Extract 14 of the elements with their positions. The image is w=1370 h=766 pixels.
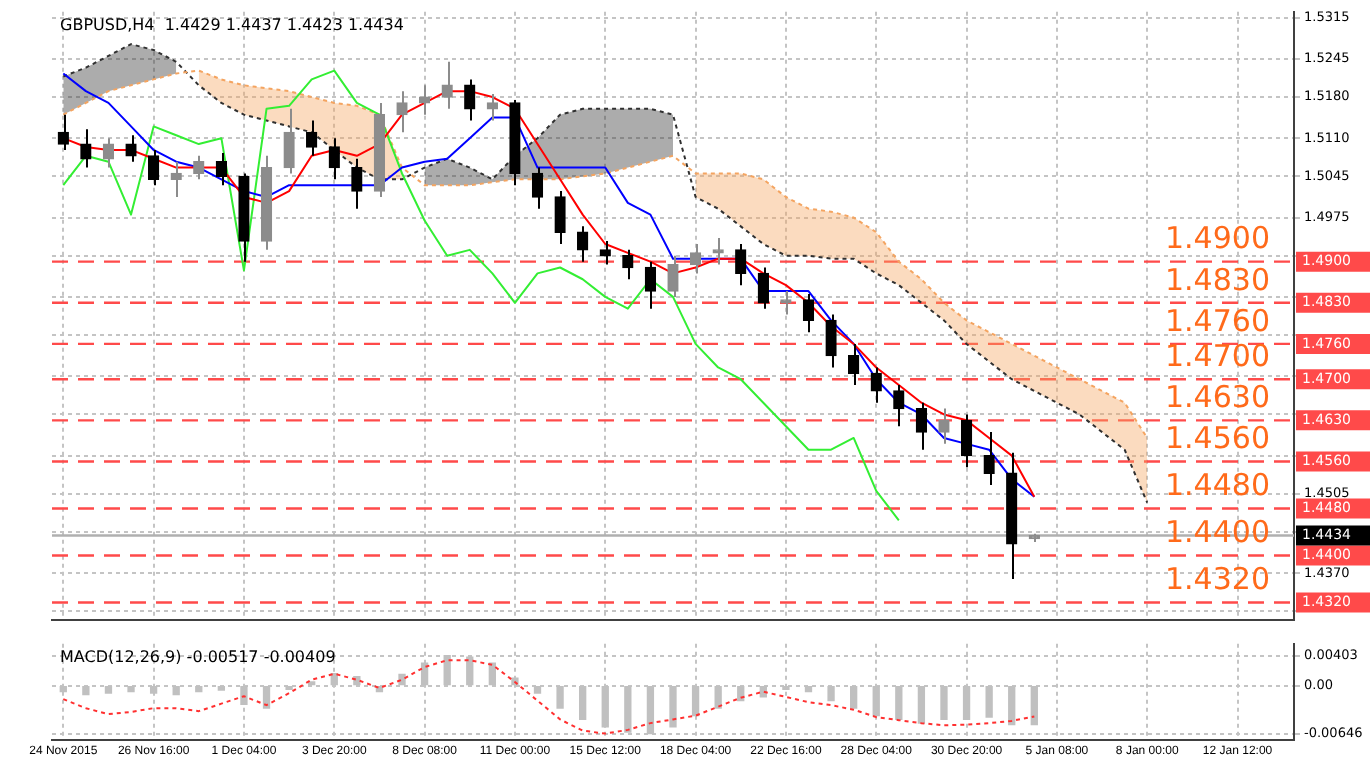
chart-title: GBPUSD,H4 1.4429 1.4437 1.4423 1.4434 <box>60 15 404 34</box>
chart-title: MACD(12,26,9) -0.00517 -0.00409 <box>60 647 336 666</box>
ref-line-label: 1.4700 <box>1165 337 1270 374</box>
candlestick <box>1028 532 1040 544</box>
ref-line-label: 1.4480 <box>1165 467 1270 504</box>
ref-line-label: 1.4560 <box>1165 420 1270 457</box>
ref-line-label: 1.4900 <box>1165 220 1270 257</box>
ref-line-label: 1.4630 <box>1165 379 1270 416</box>
ref-line-label: 1.4400 <box>1165 514 1270 551</box>
ref-line-label: 1.4830 <box>1165 261 1270 298</box>
line-series <box>62 43 1149 504</box>
ref-line-label: 1.4320 <box>1165 561 1270 598</box>
line-series <box>62 69 1149 439</box>
ref-line-label: 1.4760 <box>1165 302 1270 339</box>
